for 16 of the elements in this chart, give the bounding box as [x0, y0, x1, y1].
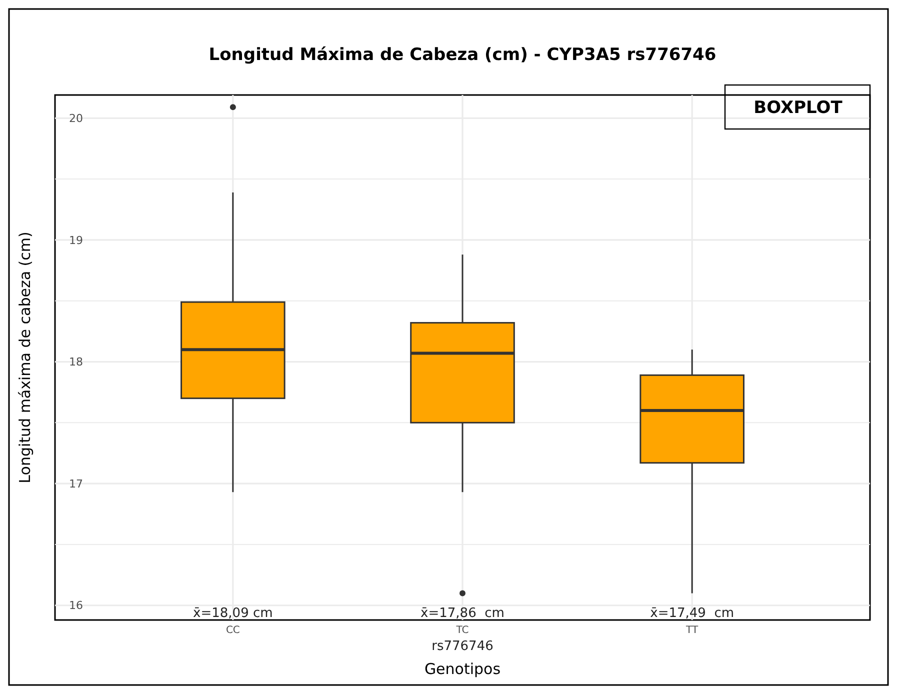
x-axis-title: Genotipos	[424, 660, 501, 678]
y-tick-label: 16	[69, 599, 83, 612]
y-tick-label: 17	[69, 477, 83, 490]
y-tick-label: 20	[69, 112, 83, 125]
x-tick-label: TT	[685, 625, 699, 636]
annotation: x̄=18,09 cm	[193, 606, 273, 621]
y-tick-label: 19	[69, 234, 83, 247]
annotation: x̄=17,86 cm	[420, 606, 504, 621]
y-axis-title: Longitud máxima de cabeza (cm)	[16, 232, 34, 484]
x-tick-label: TC	[455, 625, 469, 636]
annotation: x̄=17,49 cm	[650, 606, 734, 621]
annotation: BOXPLOT	[754, 98, 843, 118]
chart-title: Longitud Máxima de Cabeza (cm) - CYP3A5 rs776746	[208, 45, 716, 65]
text: rs776746	[432, 639, 494, 654]
x-tick-label: CC	[226, 625, 240, 636]
y-tick-label: 18	[69, 356, 83, 369]
